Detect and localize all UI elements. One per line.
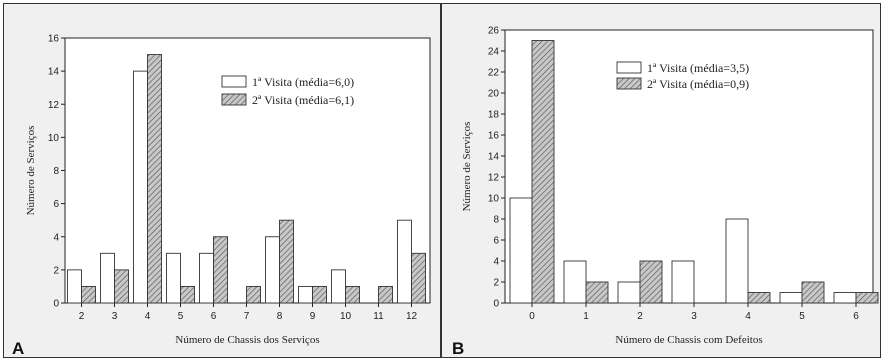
- bar-visit1-5: [780, 293, 802, 304]
- x-tick-label: 10: [340, 311, 352, 322]
- legend-swatch-1: [222, 76, 246, 87]
- x-tick-label: 11: [373, 311, 384, 322]
- x-tick-label: 8: [277, 311, 283, 322]
- bar-visit2-5: [181, 286, 195, 303]
- legend-label-1: 1ª Visita (média=3,5): [647, 61, 749, 75]
- bar-visit1-6: [834, 293, 856, 304]
- bar-visit2-8: [280, 220, 294, 303]
- bar-visit2-10: [346, 286, 360, 303]
- bar-visit2-6: [856, 293, 878, 304]
- y-tick-label: 2: [493, 278, 499, 289]
- x-tick-label: 3: [112, 311, 118, 322]
- bar-visit1-12: [398, 220, 412, 303]
- x-tick-label: 5: [178, 311, 184, 322]
- bar-visit2-0: [532, 41, 554, 304]
- bar-visit2-12: [412, 253, 426, 303]
- bar-visit1-5: [167, 253, 181, 303]
- bar-visit2-2: [640, 261, 662, 303]
- y-tick-label: 6: [53, 199, 59, 210]
- bar-visit1-4: [726, 219, 748, 303]
- panel-letter: A: [12, 339, 24, 358]
- bar-visit2-9: [313, 286, 327, 303]
- bar-visit1-1: [564, 261, 586, 303]
- x-tick-label: 6: [211, 311, 217, 322]
- bar-visit1-4: [134, 71, 148, 303]
- bar-visit2-5: [802, 282, 824, 303]
- bar-visit2-7: [247, 286, 261, 303]
- y-tick-label: 12: [48, 100, 60, 111]
- y-tick-label: 24: [488, 47, 500, 58]
- legend-label-2: 2ª Visita (média=0,9): [647, 77, 749, 91]
- chart-panel-a: 0 2 4 6 8 10 12 14 16 2 3 4 5 6 7 8 9 10 11 12 Número de Ser…: [12, 34, 430, 359]
- bar-visit1-3: [101, 253, 115, 303]
- bar-visit2-4: [748, 293, 770, 304]
- legend-swatch-2: [617, 78, 641, 89]
- bar-visit1-6: [200, 253, 214, 303]
- bar-visit1-2: [68, 270, 82, 303]
- y-tick-label: 8: [53, 166, 59, 177]
- x-axis-label: Número de Chassis dos Serviços: [175, 334, 319, 346]
- x-tick-label: 0: [529, 311, 535, 322]
- x-tick-label: 4: [745, 311, 751, 322]
- x-tick-label: 7: [244, 311, 250, 322]
- panel-letter: B: [452, 339, 464, 358]
- x-tick-label: 1: [583, 311, 589, 322]
- y-tick-label: 20: [488, 89, 500, 100]
- y-tick-label: 4: [53, 232, 59, 243]
- y-tick-label: 22: [488, 68, 500, 79]
- x-axis-label: Número de Chassis com Defeitos: [615, 334, 762, 346]
- x-tick-label: 4: [145, 311, 151, 322]
- x-tick-label: 9: [310, 311, 316, 322]
- bar-visit1-10: [332, 270, 346, 303]
- x-tick-label: 3: [691, 311, 697, 322]
- y-tick-label: 10: [48, 133, 60, 144]
- y-tick-label: 12: [488, 173, 500, 184]
- legend-label-1: 1ª Visita (média=6,0): [252, 75, 354, 89]
- bar-visit2-11: [379, 286, 393, 303]
- y-tick-label: 14: [488, 152, 500, 163]
- y-tick-label: 0: [53, 299, 59, 310]
- y-tick-label: 26: [488, 26, 500, 37]
- bar-visit2-6: [214, 237, 228, 303]
- y-axis-label: Número de Serviços: [25, 126, 37, 216]
- y-tick-label: 6: [493, 236, 499, 247]
- y-tick-label: 8: [493, 215, 499, 226]
- x-tick-label: 6: [853, 311, 859, 322]
- bar-visit1-3: [672, 261, 694, 303]
- bar-visit2-4: [148, 55, 162, 303]
- legend-label-2: 2ª Visita (média=6,1): [252, 93, 354, 107]
- bar-visit1-2: [618, 282, 640, 303]
- plot-area: [65, 38, 430, 303]
- x-tick-label: 12: [406, 311, 418, 322]
- y-tick-label: 10: [488, 194, 500, 205]
- x-tick-label: 2: [79, 311, 85, 322]
- legend-swatch-2: [222, 94, 246, 105]
- y-tick-label: 2: [53, 265, 59, 276]
- y-tick-label: 0: [493, 299, 499, 310]
- y-tick-label: 14: [48, 67, 60, 78]
- y-axis-label: Número de Serviços: [461, 122, 473, 212]
- bar-visit1-0: [510, 198, 532, 303]
- bar-visit2-3: [115, 270, 129, 303]
- bar-visit1-9: [299, 286, 313, 303]
- bar-visit2-2: [82, 286, 96, 303]
- x-tick-label: 5: [799, 311, 805, 322]
- y-tick-label: 16: [488, 131, 500, 142]
- legend-swatch-1: [617, 62, 641, 73]
- bar-visit1-8: [266, 237, 280, 303]
- y-tick-label: 18: [488, 110, 500, 121]
- bar-visit2-1: [586, 282, 608, 303]
- x-tick-label: 2: [637, 311, 643, 322]
- y-tick-label: 4: [493, 257, 499, 268]
- y-tick-label: 16: [48, 34, 60, 45]
